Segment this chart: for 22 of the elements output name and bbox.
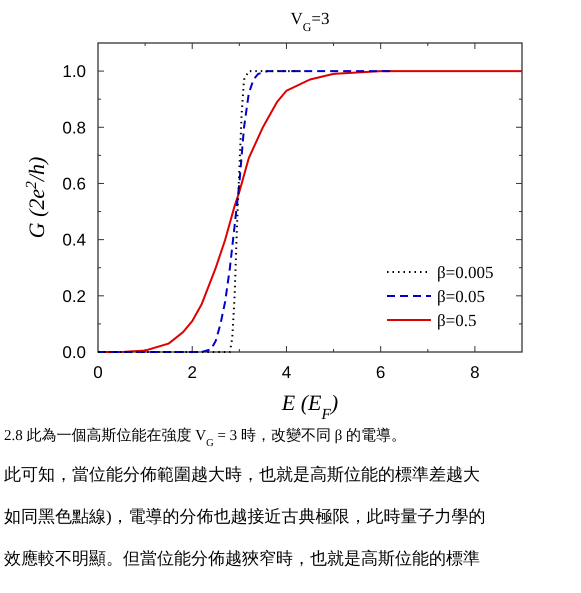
line-series [97,70,392,353]
chart-title: V$_{G}$=3 [290,9,330,34]
text: 效應較不明顯。但當位能分佈越狹窄時，也就是高斯位能的標準 [4,549,480,568]
x-tick-label: 0 [93,363,103,382]
y-tick-label: 0.4 [62,230,86,250]
text: 如同黑色點線)，電導的分佈也越接近古典極限，此時量子力學的 [4,507,486,526]
line-series [97,70,302,353]
y-tick-label: 1.0 [62,62,86,82]
y-tick-label: 0.2 [62,286,86,306]
legend-label: β=0.05 [437,287,485,306]
x-tick-label: 8 [470,363,480,382]
text: 此可知，當位能分佈範圍越大時，也就是高斯位能的標準差越大 [4,465,480,484]
x-tick-label: 6 [376,363,386,382]
text: 2.8 此為一個高斯位能在強度 V$_{G}$ = 3 時，改變不同 β 的電導。 [4,427,406,448]
legend-label: β=0.5 [437,311,476,330]
y-tick-label: 0.8 [62,118,86,138]
x-tick-label: 2 [187,363,197,382]
x-axis-title: E (E$_{F}$) [280,390,338,422]
y-tick-label: 0.6 [62,174,86,194]
x-tick-label: 4 [282,363,292,382]
legend-label: β=0.005 [437,263,494,282]
y-tick-label: 0.0 [62,343,86,362]
